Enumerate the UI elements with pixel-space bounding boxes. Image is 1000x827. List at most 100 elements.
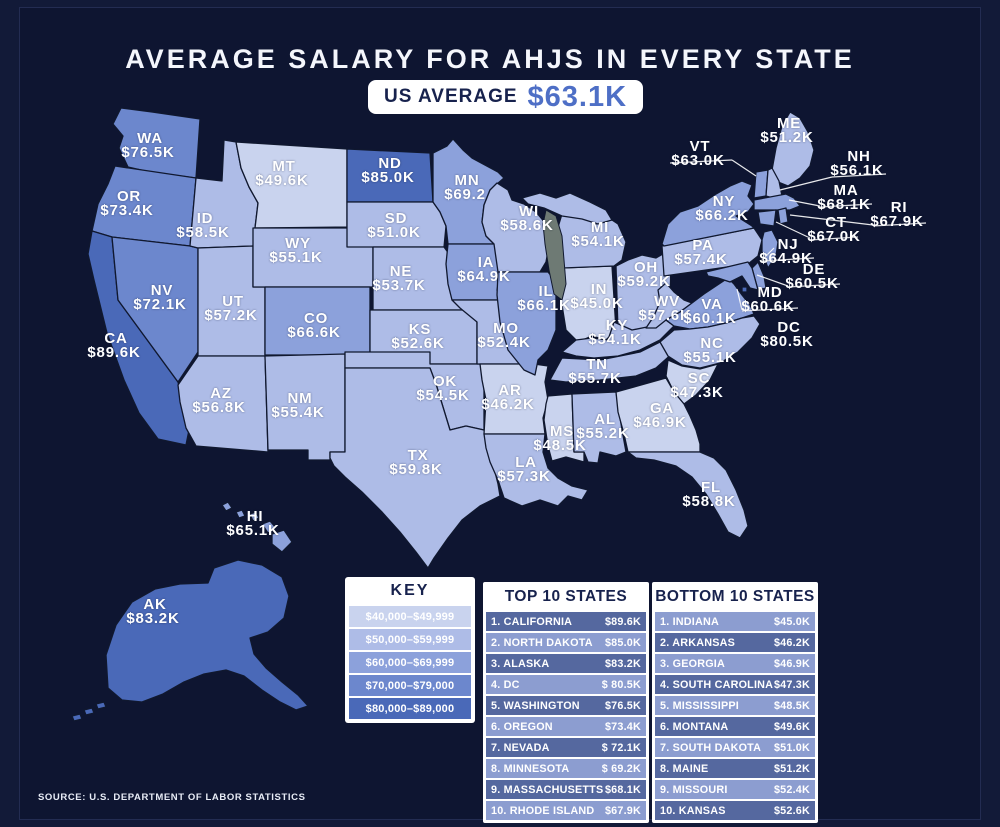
state-KY-value-label: $54.1K (588, 331, 641, 348)
state-NM-value-label: $55.4K (271, 404, 324, 421)
state-NH-value-label: $56.1K (830, 162, 883, 179)
state-ME-value-label: $51.2K (760, 129, 813, 146)
top10-row-8: 8. MINNESOTA $ 69.2K (486, 759, 646, 778)
top10-row-5: 5. WASHINGTON $76.5K (486, 696, 646, 715)
state-VA-abbr-label: VA (701, 296, 722, 313)
bottom10-row-9-name: 9. MISSOURI (660, 783, 728, 796)
top10-row-8-value: $ 69.2K (601, 762, 641, 775)
state-MS-value-label: $48.5K (533, 437, 586, 454)
state-NC (659, 315, 761, 369)
state-KS-abbr-label: KS (409, 321, 431, 338)
bottom10-row-5-name: 5. MISSISSIPPI (660, 699, 740, 712)
state-OH-value-label: $59.2K (617, 273, 670, 290)
state-WI-abbr-label: WI (519, 203, 539, 220)
state-CT (757, 209, 777, 227)
state-AK-value-label: $83.2K (126, 610, 179, 627)
bottom10-row-6: 6. MONTANA $49.6K (655, 717, 815, 736)
state-CT-abbr-label: CT (825, 214, 847, 231)
state-KS-value-label: $52.6K (391, 335, 444, 352)
bottom10-row-6-value: $49.6K (773, 720, 810, 733)
callout-line-2 (831, 173, 887, 178)
state-NM-abbr-label: NM (288, 390, 313, 407)
lake-michigan-icon (542, 209, 567, 301)
state-MT-value-label: $49.6K (255, 172, 308, 189)
bottom10-row-4-name: 4. SOUTH CAROLINA (660, 678, 774, 691)
state-WV-abbr-label: WV (654, 293, 680, 310)
state-NY-value-label: $66.2K (695, 207, 748, 224)
callout-line-12 (787, 283, 841, 288)
state-AK-abbr-label: AK (143, 596, 166, 613)
state-IA-value-label: $64.9K (457, 268, 510, 285)
top10-row-9: 9. MASSACHUSETTS $68.1K (486, 780, 646, 799)
bottom10-row-9-value: $52.4K (773, 783, 810, 796)
top10-row-3-name: 3. ALASKA (491, 657, 550, 670)
bottom10-row-10-name: 10. KANSAS (660, 804, 726, 817)
bottom10-row-8: 8. MAINE $51.2K (655, 759, 815, 778)
state-PA-value-label: $57.4K (674, 251, 727, 268)
bottom10-row-8-value: $51.2K (773, 762, 810, 775)
callout-line-0 (669, 159, 733, 164)
state-MD (705, 261, 759, 291)
top10-row-2: 2. NORTH DAKOTA $85.0K (486, 633, 646, 652)
state-HI-abbr-label: HI (247, 508, 264, 525)
callout-line-10 (761, 257, 815, 262)
source-attribution: SOURCE: U.S. DEPARTMENT OF LABOR STATIST… (38, 792, 306, 803)
top10-row-9-value: $68.1K (604, 783, 641, 796)
state-CA-value-label: $89.6K (87, 344, 140, 361)
state-AZ-value-label: $56.8K (192, 399, 245, 416)
state-CO-abbr-label: CO (304, 310, 328, 327)
top10-row-10-value: $67.9K (604, 804, 641, 817)
top10-row-5-name: 5. WASHINGTON (491, 699, 580, 712)
top10-row-7: 7. NEVADA $ 72.1K (486, 738, 646, 757)
state-SC-abbr-label: SC (688, 370, 710, 387)
state-NC-abbr-label: NC (700, 335, 723, 352)
state-MD-value-label: $60.6K (741, 298, 794, 315)
state-WV-value-label: $57.6K (638, 307, 691, 324)
state-SD-abbr-label: SD (385, 210, 407, 227)
top10-row-2-name: 2. NORTH DAKOTA (491, 636, 593, 649)
state-VT-value-label: $63.0K (671, 152, 724, 169)
state-LA-value-label: $57.3K (497, 468, 550, 485)
bottom10-rows: 1. INDIANA $45.0K 2. ARKANSAS $46.2K 3. GEOR… (655, 612, 815, 820)
state-WY-value-label: $55.1K (269, 249, 322, 266)
state-HI-part3 (261, 520, 277, 534)
state-TX-value-label: $59.8K (389, 461, 442, 478)
bottom10-header: BOTTOM 10 STATES (655, 588, 815, 605)
state-DE-abbr-label: DE (803, 261, 825, 278)
state-MS-abbr-label: MS (550, 423, 574, 440)
key-row-5: $80,000–$89,000 (349, 698, 471, 719)
bottom10-table: BOTTOM 10 STATES 1. INDIANA $45.0K 2. ARKA… (652, 582, 818, 823)
state-IL-abbr-label: IL (539, 283, 554, 300)
state-TN-value-label: $55.7K (568, 370, 621, 387)
state-NJ-value-label: $64.9K (759, 250, 812, 267)
state-NY-abbr-label: NY (713, 193, 735, 210)
state-OR-abbr-label: OR (117, 188, 141, 205)
top10-row-4-name: 4. DC (491, 678, 520, 691)
state-RI-value-label: $67.9K (870, 213, 923, 230)
top10-row-1-value: $89.6K (604, 615, 641, 628)
top10-row-4-value: $ 80.5K (601, 678, 641, 691)
state-IA-abbr-label: IA (478, 254, 495, 271)
state-NY (661, 180, 755, 247)
state-NE-value-label: $53.7K (372, 277, 425, 294)
state-GA-abbr-label: GA (650, 400, 674, 417)
state-MA-abbr-label: MA (834, 182, 859, 199)
top10-row-5-value: $76.5K (604, 699, 641, 712)
state-TX (329, 367, 501, 569)
top10-row-2-value: $85.0K (604, 636, 641, 649)
bottom10-row-1-value: $45.0K (773, 615, 810, 628)
state-MN-abbr-label: MN (455, 172, 480, 189)
state-WY-abbr-label: WY (285, 235, 311, 252)
state-SD-value-label: $51.0K (367, 224, 420, 241)
bottom10-row-5: 5. MISSISSIPPI $48.5K (655, 696, 815, 715)
state-AK-part3 (71, 713, 83, 722)
bottom10-row-7-value: $51.0K (773, 741, 810, 754)
state-CO-value-label: $66.6K (287, 324, 340, 341)
bottom10-row-7-name: 7. SOUTH DAKOTA (660, 741, 762, 754)
state-SC-value-label: $47.3K (670, 384, 723, 401)
state-ND-value-label: $85.0K (361, 169, 414, 186)
state-NE-abbr-label: NE (390, 263, 412, 280)
page-title: AVERAGE SALARY FOR AHJS IN EVERY STATE (125, 44, 855, 74)
state-MD-abbr-label: MD (758, 284, 783, 301)
state-NV-abbr-label: NV (151, 282, 173, 299)
